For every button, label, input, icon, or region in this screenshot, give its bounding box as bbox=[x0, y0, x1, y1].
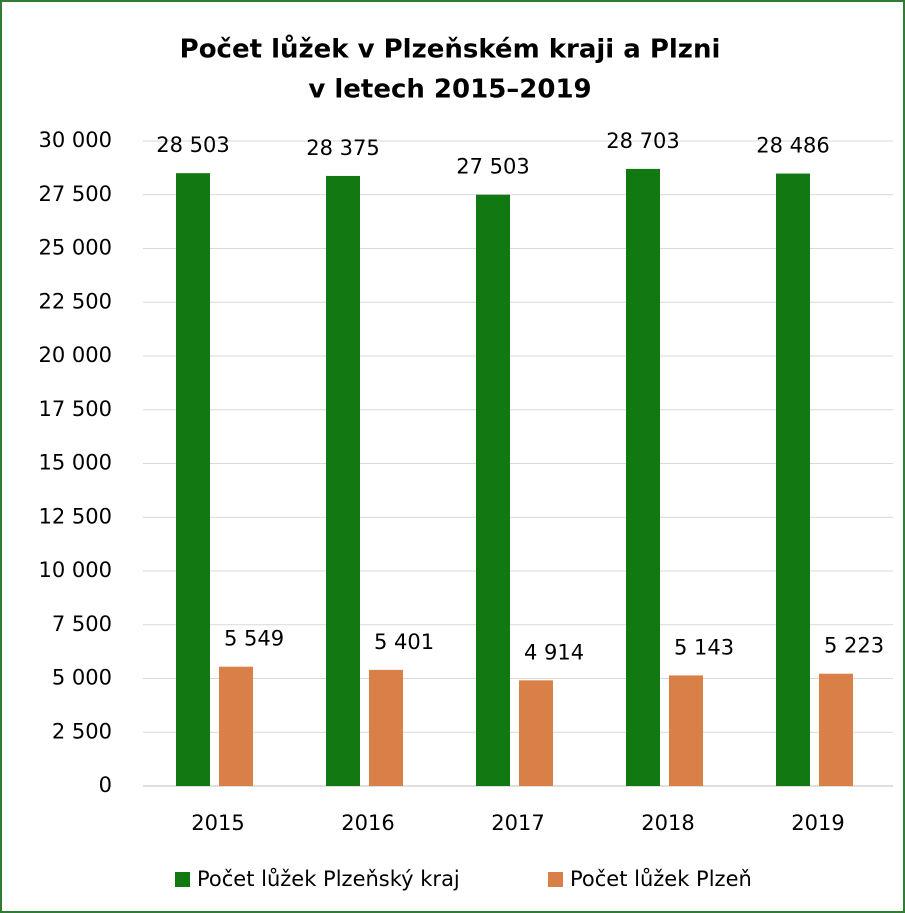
legend-label: Počet lůžek Plzeň bbox=[570, 867, 752, 891]
y-tick-label: 7 500 bbox=[52, 612, 112, 636]
bar bbox=[176, 173, 210, 787]
data-label: 27 503 bbox=[456, 155, 529, 179]
x-tick-label: 2015 bbox=[191, 811, 244, 835]
bar bbox=[369, 669, 403, 786]
y-tick-label: 22 500 bbox=[39, 289, 112, 313]
bar bbox=[669, 675, 703, 786]
legend-label: Počet lůžek Plzeňský kraj bbox=[197, 867, 460, 891]
x-tick-label: 2018 bbox=[641, 811, 694, 835]
data-label: 28 703 bbox=[606, 129, 679, 153]
y-tick-label: 20 000 bbox=[39, 343, 112, 367]
legend-swatch bbox=[548, 872, 563, 887]
data-label: 5 143 bbox=[674, 635, 734, 659]
chart-title: Počet lůžek v Plzeňském kraji a Plzni bbox=[180, 34, 721, 65]
y-tick-label: 27 500 bbox=[39, 182, 112, 206]
y-tick-label: 30 000 bbox=[39, 128, 112, 152]
y-tick-label: 2 500 bbox=[52, 719, 112, 743]
y-tick-label: 10 000 bbox=[39, 558, 112, 582]
data-label: 28 503 bbox=[156, 133, 229, 157]
data-label: 4 914 bbox=[524, 640, 584, 664]
bar bbox=[219, 666, 253, 786]
chart-title: v letech 2015–2019 bbox=[308, 75, 591, 105]
y-tick-label: 0 bbox=[99, 773, 112, 797]
y-tick-label: 17 500 bbox=[39, 397, 112, 421]
bar bbox=[519, 680, 553, 786]
data-label: 5 223 bbox=[824, 634, 884, 658]
legend-swatch bbox=[175, 872, 190, 887]
bar bbox=[819, 673, 853, 786]
data-label: 28 486 bbox=[756, 134, 829, 158]
bar bbox=[776, 173, 810, 786]
bar bbox=[326, 175, 360, 786]
data-label: 5 401 bbox=[374, 630, 434, 654]
y-tick-label: 5 000 bbox=[52, 666, 112, 690]
data-label: 28 375 bbox=[306, 136, 379, 160]
x-tick-label: 2017 bbox=[491, 811, 544, 835]
y-tick-label: 15 000 bbox=[39, 451, 112, 475]
x-tick-label: 2016 bbox=[341, 811, 394, 835]
bar bbox=[476, 194, 510, 787]
x-tick-label: 2019 bbox=[791, 811, 844, 835]
bar bbox=[626, 168, 660, 786]
y-tick-label: 12 500 bbox=[39, 504, 112, 528]
y-tick-label: 25 000 bbox=[39, 236, 112, 260]
data-label: 5 549 bbox=[224, 627, 284, 651]
